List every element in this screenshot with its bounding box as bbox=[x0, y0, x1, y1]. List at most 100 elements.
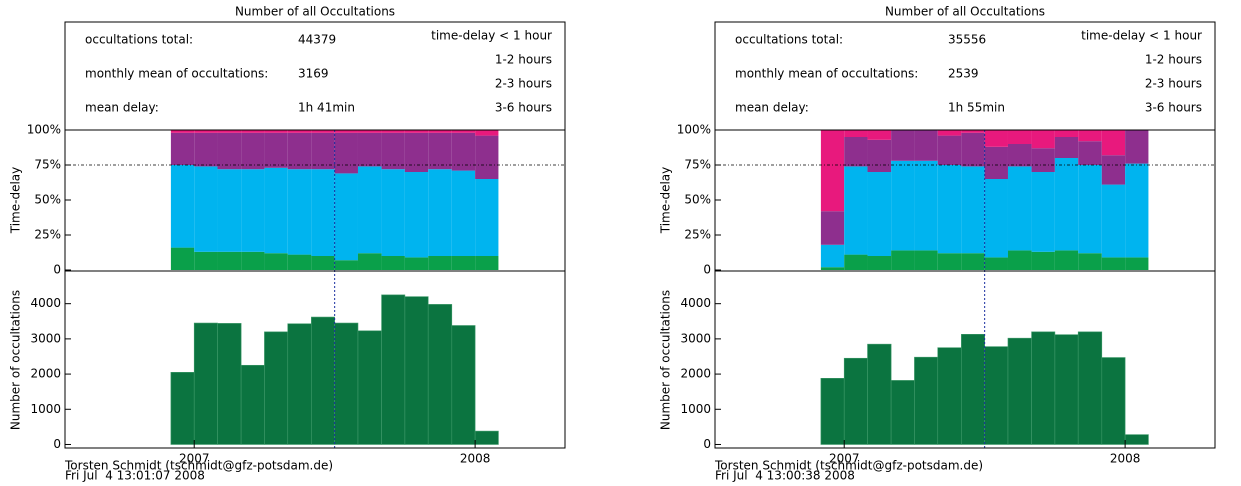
delay-segment bbox=[1031, 172, 1055, 252]
delay-segment bbox=[937, 135, 962, 165]
count-bar bbox=[193, 322, 218, 445]
delay-segment bbox=[381, 256, 405, 270]
x-tick-label: 2007 bbox=[829, 452, 860, 466]
count-bar bbox=[334, 322, 359, 445]
y-tick-label: 50% bbox=[34, 193, 61, 207]
delay-segment bbox=[1054, 250, 1079, 270]
y-tick-label: 75% bbox=[684, 158, 711, 172]
delay-segment bbox=[311, 256, 335, 270]
stat-value: 1h 41min bbox=[298, 101, 355, 115]
count-bar bbox=[867, 343, 892, 445]
delay-segment bbox=[984, 146, 1008, 179]
y-tick-label: 1000 bbox=[680, 402, 711, 416]
delay-segment bbox=[264, 253, 288, 270]
y-tick-label: 100% bbox=[677, 123, 711, 137]
chart-title: Number of all Occultations bbox=[235, 5, 395, 19]
y-tick-label: 3000 bbox=[680, 331, 711, 345]
delay-segment bbox=[867, 256, 892, 270]
delay-segment bbox=[1078, 130, 1102, 142]
count-bar bbox=[820, 378, 845, 445]
delay-segment bbox=[475, 135, 499, 179]
y-tick-label: 3000 bbox=[30, 331, 61, 345]
delay-segment bbox=[961, 166, 985, 254]
delay-segment bbox=[937, 165, 962, 254]
delay-segment bbox=[287, 130, 312, 133]
delay-segment bbox=[287, 254, 312, 270]
delay-segment bbox=[264, 132, 288, 168]
delay-segment bbox=[937, 253, 962, 270]
delay-segment bbox=[891, 250, 915, 270]
delay-segment bbox=[867, 139, 892, 172]
delay-segment bbox=[357, 166, 382, 254]
delay-segment bbox=[404, 130, 429, 133]
delay-segment bbox=[451, 130, 476, 133]
delay-segment bbox=[170, 165, 195, 248]
delay-segment bbox=[428, 169, 452, 256]
stat-value: 44379 bbox=[298, 33, 336, 47]
count-bar bbox=[1124, 434, 1149, 445]
delay-segment bbox=[937, 130, 962, 136]
delay-segment bbox=[170, 247, 195, 270]
delay-segment bbox=[1007, 250, 1032, 270]
chart-title: Number of all Occultations bbox=[885, 5, 1045, 19]
delay-segment bbox=[820, 244, 845, 268]
delay-segment bbox=[287, 132, 312, 170]
count-bar bbox=[914, 356, 939, 445]
count-bar bbox=[961, 334, 985, 445]
y-tick-label: 0 bbox=[703, 263, 711, 277]
delay-segment bbox=[1007, 166, 1032, 251]
delay-segment bbox=[914, 130, 938, 161]
y-tick-label: 100% bbox=[27, 123, 61, 137]
y-tick-label: 2000 bbox=[680, 367, 711, 381]
y-tick-label: 4000 bbox=[680, 296, 711, 310]
delay-segment bbox=[867, 130, 892, 140]
delay-segment bbox=[311, 169, 335, 256]
legend-entry: 2-3 hours bbox=[495, 77, 552, 91]
delay-segment bbox=[428, 132, 452, 170]
delay-segment bbox=[451, 256, 476, 270]
delay-segment bbox=[1007, 144, 1032, 167]
delay-segment bbox=[1054, 130, 1079, 137]
count-bar bbox=[937, 347, 962, 445]
stat-value: 3169 bbox=[298, 67, 329, 81]
y-tick-label: 0 bbox=[53, 437, 61, 451]
count-bar bbox=[451, 325, 476, 445]
stat-label: occultations total: bbox=[85, 33, 193, 47]
delay-segment bbox=[404, 172, 429, 258]
delay-segment bbox=[1101, 184, 1126, 258]
count-bar bbox=[890, 380, 915, 445]
stat-value: 1h 55min bbox=[948, 101, 1005, 115]
delay-segment bbox=[961, 130, 985, 133]
delay-segment bbox=[961, 253, 985, 270]
delay-segment bbox=[820, 267, 845, 270]
delay-segment bbox=[404, 132, 429, 172]
delay-segment bbox=[194, 130, 218, 133]
footer: Fri Jul 4 13:01:07 2008 bbox=[65, 469, 205, 483]
delay-segment bbox=[241, 130, 265, 133]
delay-segment bbox=[1101, 155, 1126, 185]
delay-segment bbox=[475, 256, 499, 270]
delay-segment bbox=[984, 179, 1008, 258]
delay-segment bbox=[334, 260, 358, 270]
delay-segment bbox=[334, 173, 358, 261]
y-tick-label: 4000 bbox=[30, 296, 61, 310]
y-tick-label: 1000 bbox=[30, 402, 61, 416]
count-bar bbox=[217, 323, 242, 445]
legend-entry: 2-3 hours bbox=[1145, 77, 1202, 91]
y-tick-label: 50% bbox=[684, 193, 711, 207]
delay-segment bbox=[194, 251, 218, 270]
delay-segment bbox=[357, 132, 382, 167]
delay-segment bbox=[1125, 130, 1149, 164]
legend-entry: 3-6 hours bbox=[1145, 101, 1202, 115]
delay-segment bbox=[891, 130, 915, 161]
delay-segment bbox=[844, 254, 868, 270]
delay-segment bbox=[264, 167, 288, 254]
count-bar bbox=[427, 304, 453, 445]
legend-entry: 1-2 hours bbox=[1145, 53, 1202, 67]
legend-entry: time-delay < 1 hour bbox=[1081, 29, 1202, 43]
delay-segment bbox=[1007, 130, 1032, 144]
count-bar bbox=[1101, 357, 1126, 445]
x-tick-label: 2007 bbox=[179, 452, 210, 466]
delay-segment bbox=[404, 257, 429, 270]
